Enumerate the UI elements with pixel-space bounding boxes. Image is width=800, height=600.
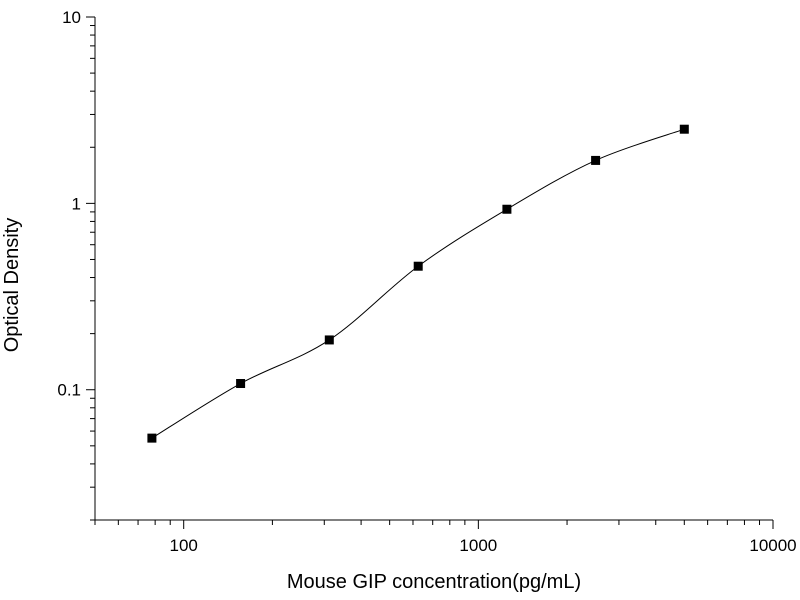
data-points [147, 124, 689, 443]
x-tick-label: 10000 [749, 536, 796, 555]
data-point [147, 433, 157, 443]
fit-curve-group [151, 128, 685, 439]
y-tick-label: 0.1 [57, 381, 81, 400]
y-tick-label: 1 [72, 194, 81, 213]
axes [94, 17, 773, 521]
x-tick-label: 1000 [459, 536, 497, 555]
data-point [324, 335, 334, 345]
ticks: 100 1000 10000 0.1 1 10 [57, 8, 796, 555]
y-axis-title: Optical Density [1, 218, 23, 353]
x-tick-label: 100 [170, 536, 198, 555]
data-point [413, 261, 423, 271]
x-axis-title: Mouse GIP concentration(pg/mL) [287, 571, 581, 593]
fit-curve [151, 128, 685, 439]
data-point [679, 124, 689, 134]
y-tick-label: 10 [62, 8, 81, 27]
data-point [591, 155, 601, 165]
data-point [502, 204, 512, 214]
data-point [236, 379, 246, 389]
